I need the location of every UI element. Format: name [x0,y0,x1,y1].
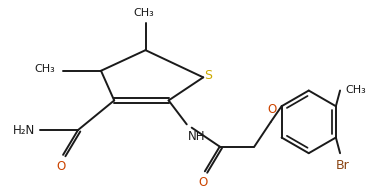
Text: H₂N: H₂N [13,124,35,137]
Text: CH₃: CH₃ [346,85,367,95]
Text: CH₃: CH₃ [134,8,154,18]
Text: O: O [267,103,276,116]
Text: NH: NH [187,130,205,143]
Text: CH₃: CH₃ [34,64,55,74]
Text: S: S [204,69,212,82]
Text: O: O [199,176,208,189]
Text: O: O [57,160,66,173]
Text: Br: Br [335,159,349,172]
